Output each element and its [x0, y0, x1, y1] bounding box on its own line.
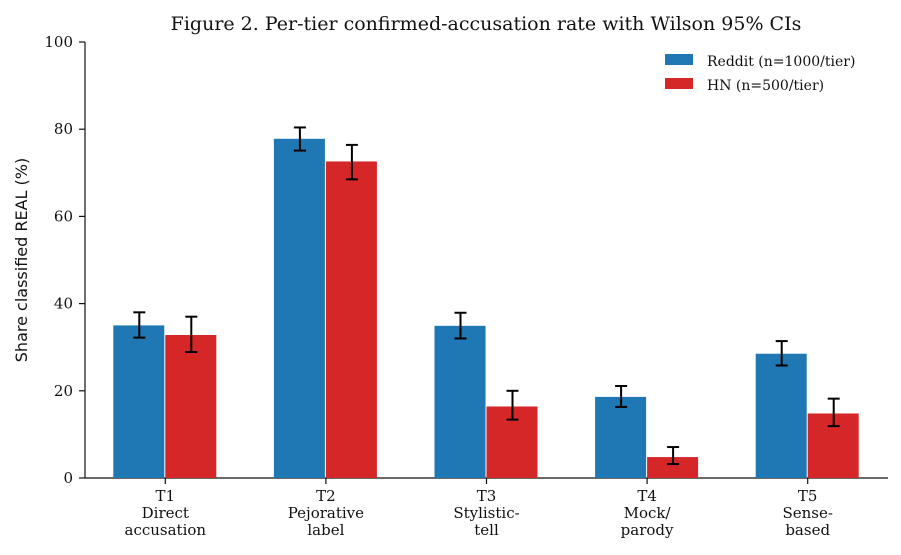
y-tick-label: 60	[54, 207, 73, 225]
x-tick-label: tell	[474, 521, 499, 539]
x-tick-label: label	[307, 521, 344, 539]
y-ticks: 0 20 40 60 80 100	[44, 33, 85, 487]
y-tick-label: 20	[54, 382, 73, 400]
x-tick-label: Sense-	[782, 504, 832, 522]
x-tick-label: based	[785, 521, 830, 539]
bar	[434, 325, 486, 478]
x-tick-label: accusation	[125, 521, 207, 539]
x-tick-label: T1	[156, 487, 176, 505]
bars	[113, 138, 859, 479]
y-tick-label: 0	[63, 469, 73, 487]
y-tick-label: 80	[54, 120, 73, 138]
bar	[325, 161, 377, 479]
x-tick-label: T2	[316, 487, 336, 505]
bar	[755, 353, 807, 478]
x-tick-label: Mock/	[624, 504, 672, 522]
error-bars	[133, 126, 840, 466]
bar	[165, 334, 217, 478]
x-tick-label: T3	[477, 487, 497, 505]
y-tick-label: 100	[44, 33, 73, 51]
x-tick-label: Stylistic-	[453, 504, 519, 522]
legend-swatch-hn	[665, 78, 693, 89]
bar	[595, 396, 647, 478]
bar	[113, 325, 165, 478]
legend-swatch-reddit	[665, 54, 693, 65]
y-tick-label: 40	[54, 295, 73, 313]
x-tick-label: T4	[637, 487, 657, 505]
legend-label-reddit: Reddit (n=1000/tier)	[707, 54, 855, 70]
x-tick-label: parody	[621, 521, 674, 539]
x-tick-label: Direct	[142, 504, 189, 522]
bar	[647, 457, 699, 478]
chart-title: Figure 2. Per-tier confirmed-accusation …	[171, 13, 802, 35]
legend: Reddit (n=1000/tier) HN (n=500/tier)	[665, 54, 855, 94]
bar	[273, 138, 325, 479]
x-tick-label: T5	[798, 487, 818, 505]
y-axis-label: Share classified REAL (%)	[12, 158, 31, 362]
legend-label-hn: HN (n=500/tier)	[707, 78, 824, 94]
x-tick-label: Pejorative	[288, 504, 364, 522]
